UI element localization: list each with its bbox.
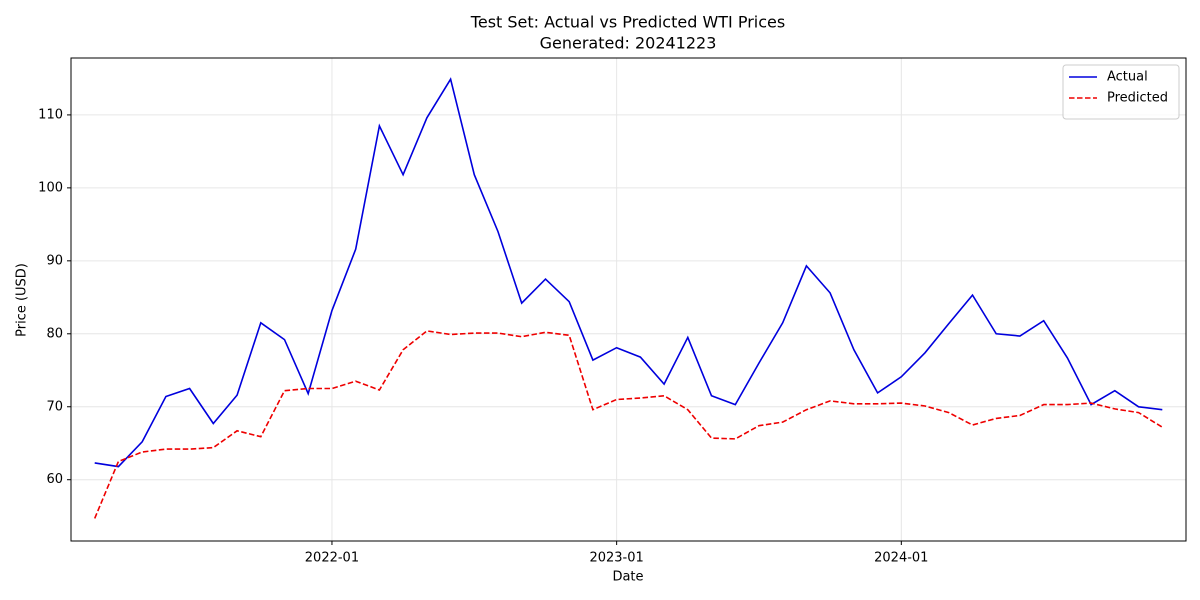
- legend-label: Predicted: [1107, 91, 1168, 106]
- y-tick-label: 60: [46, 472, 63, 487]
- chart-subtitle: Generated: 20241223: [540, 34, 717, 53]
- legend-label: Actual: [1107, 70, 1148, 85]
- y-axis-label: Price (USD): [15, 263, 30, 337]
- y-tick-label: 90: [46, 253, 63, 268]
- legend-box: [1062, 64, 1180, 120]
- y-tick-label: 100: [38, 180, 63, 195]
- y-tick-label: 110: [38, 107, 63, 122]
- y-tick-label: 70: [46, 399, 63, 414]
- x-tick-label: 2022-01: [305, 551, 359, 566]
- x-axis-label: Date: [612, 570, 643, 585]
- series-line: [93, 330, 1163, 519]
- x-tick-label: 2023-01: [589, 551, 643, 566]
- chart-title: Test Set: Actual vs Predicted WTI Prices: [470, 13, 785, 32]
- series-line: [94, 77, 1163, 468]
- x-tick-label: 2024-01: [874, 551, 928, 566]
- y-tick-label: 80: [46, 326, 63, 341]
- plot-frame: [70, 57, 1187, 542]
